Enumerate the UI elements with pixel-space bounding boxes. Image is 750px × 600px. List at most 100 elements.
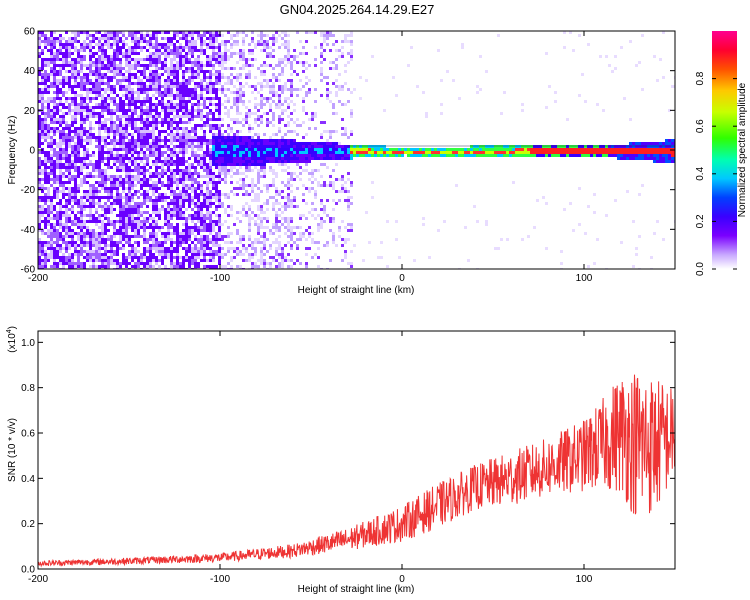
spectrogram-cell: [161, 172, 164, 175]
spectrogram-cell: [137, 127, 140, 130]
spectrogram-cell: [152, 232, 155, 235]
spectrogram-cell: [131, 229, 134, 232]
spectrogram-cell: [197, 226, 200, 229]
spectrogram-cell: [134, 91, 137, 94]
spectrogram-cell: [68, 259, 71, 262]
spectrogram-cell: [134, 145, 137, 148]
spectrogram-cell: [71, 256, 74, 259]
spectrogram-cell: [146, 256, 149, 259]
spectrogram-cell: [137, 115, 140, 118]
spectrogram-cell: [119, 127, 122, 130]
spectrogram-cell: [311, 169, 314, 172]
spectrogram-cell: [68, 61, 71, 64]
spectrogram-cell: [308, 64, 311, 67]
spectrogram-cell: [326, 97, 329, 100]
spectrogram-cell: [176, 31, 179, 34]
spectrogram-cell: [293, 55, 296, 58]
spectrogram-cell: [59, 244, 62, 247]
spectrogram-cell: [278, 154, 281, 157]
spectrogram-cell: [203, 196, 206, 199]
spectrogram-cell: [59, 169, 62, 172]
spectrogram-cell: [326, 157, 329, 160]
spectrogram-cell: [302, 121, 305, 124]
spectrogram-cell: [104, 187, 107, 190]
spectrogram-cell: [272, 43, 275, 46]
spectrogram-cell: [77, 190, 80, 193]
spectrogram-cell: [98, 103, 101, 106]
spectrogram-cell: [68, 55, 71, 58]
spectrogram-cell: [176, 166, 179, 169]
spectrogram-cell: [176, 82, 179, 85]
spectrogram-cell: [308, 157, 311, 160]
spectrogram-cell: [203, 160, 206, 163]
spectrogram-cell: [146, 127, 149, 130]
spectrogram-cell: [173, 154, 176, 157]
spectrogram-cell: [194, 49, 197, 52]
spectrogram-cell: [62, 184, 65, 187]
spectrogram-cell: [155, 148, 158, 151]
spectrogram-cell: [152, 124, 155, 127]
spectrogram-cell: [299, 157, 302, 160]
spectrogram-cell: [98, 31, 101, 34]
spectrogram-cell: [170, 112, 173, 115]
spectrogram-cell: [83, 163, 86, 166]
spectrogram-cell: [101, 127, 104, 130]
spectrogram-cell: [173, 118, 176, 121]
spectrogram-cell: [113, 43, 116, 46]
spectrogram-cell: [194, 172, 197, 175]
spectrogram-cell: [65, 64, 68, 67]
spectrogram-cell: [134, 262, 137, 265]
spectrogram-cell: [71, 262, 74, 265]
spectrogram-cell: [41, 91, 44, 94]
spectrogram-cell: [194, 247, 197, 250]
spectrogram-cell: [236, 229, 239, 232]
spectrogram-cell: [233, 103, 236, 106]
spectrogram-cell: [53, 43, 56, 46]
spectrogram-cell: [122, 112, 125, 115]
spectrogram-cell: [95, 61, 98, 64]
spectrogram-cell: [77, 151, 80, 154]
spectrogram-cell: [122, 145, 125, 148]
spectrogram-cell: [230, 232, 233, 235]
spectrogram-cell: [110, 70, 113, 73]
spectrogram-cell: [248, 64, 251, 67]
spectrogram-cell: [167, 229, 170, 232]
spectrogram-cell: [53, 193, 56, 196]
spectrogram-cell: [95, 79, 98, 82]
spectrogram-cell: [197, 157, 200, 160]
spectrogram-cell: [212, 235, 215, 238]
spectrogram-cell: [128, 262, 131, 265]
spectrogram-cell: [95, 247, 98, 250]
spectrogram-cell: [158, 253, 161, 256]
spectrogram-cell: [248, 154, 251, 157]
spectrogram-cell: [107, 163, 110, 166]
spectrogram-cell: [65, 61, 68, 64]
spectrogram-cell: [206, 238, 209, 241]
spectrogram-cell: [131, 220, 134, 223]
spectrogram-cell: [164, 253, 167, 256]
spectrogram-cell: [164, 79, 167, 82]
spectrogram-cell: [314, 154, 317, 157]
spectrogram-cell: [329, 181, 332, 184]
spectrogram-cell: [242, 136, 245, 139]
spectrogram-cell: [281, 190, 284, 193]
spectrogram-cell: [53, 148, 56, 151]
spectrogram-cell: [41, 250, 44, 253]
spectrogram-cell: [80, 49, 83, 52]
spectrogram-cell: [245, 154, 248, 157]
spectrogram-cell: [275, 199, 278, 202]
spectrogram-cell: [227, 148, 230, 151]
spectrogram-cell: [242, 103, 245, 106]
spectrogram-cell: [212, 103, 215, 106]
spectrogram-cell: [218, 52, 221, 55]
spectrogram-cell: [305, 238, 308, 241]
spectrogram-cell: [86, 34, 89, 37]
spectrogram-cell: [320, 136, 323, 139]
spectrogram-cell: [47, 130, 50, 133]
spectrogram-cell: [290, 64, 293, 67]
spectrogram-cell: [53, 151, 56, 154]
spectrogram-cell: [164, 223, 167, 226]
spectrogram-cell: [137, 85, 140, 88]
spectrogram-cell: [284, 133, 287, 136]
spectrogram-cell: [50, 196, 53, 199]
